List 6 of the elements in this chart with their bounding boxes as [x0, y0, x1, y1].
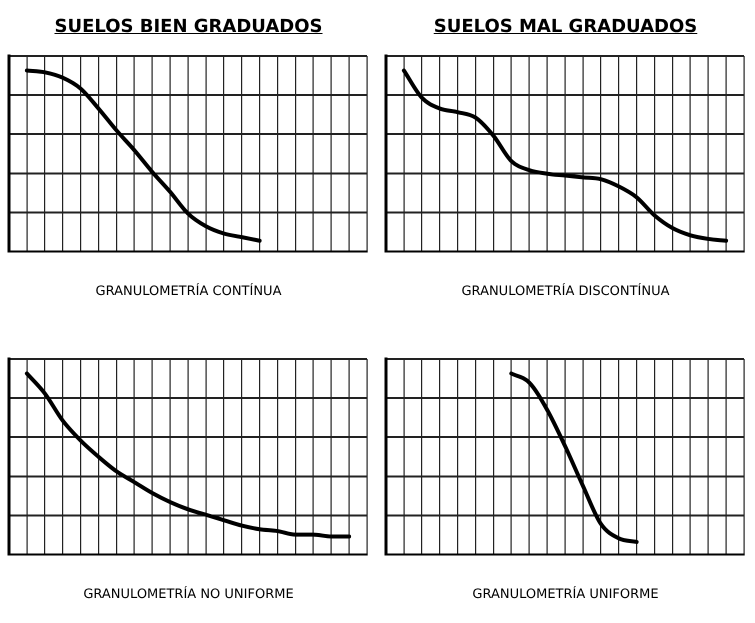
x-axis-title: GRANULOMETRÍA UNIFORME — [472, 587, 659, 602]
x-axis-title: GRANULOMETRÍA DISCONTÍNUA — [461, 284, 670, 299]
chart-title: SUELOS MAL GRADUADOS — [434, 14, 698, 38]
x-axis-title: GRANULOMETRÍA NO UNIFORME — [83, 587, 294, 602]
chart-title: SUELOS BIEN GRADUADOS — [54, 14, 322, 38]
x-axis-title: GRANULOMETRÍA CONTÍNUA — [96, 284, 282, 299]
